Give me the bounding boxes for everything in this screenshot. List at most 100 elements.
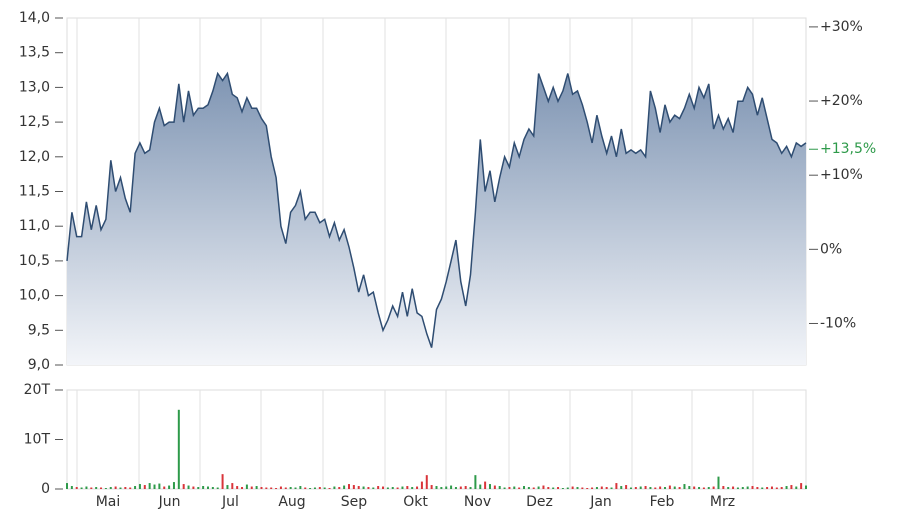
y-tick-label: 13,5	[19, 45, 50, 61]
volume-bar	[245, 484, 248, 489]
volume-bar	[80, 487, 83, 489]
volume-bar	[479, 484, 482, 489]
volume-bar	[683, 484, 686, 489]
y-tick-label: 13,0	[19, 79, 50, 95]
volume-bar	[610, 487, 613, 489]
volume-bar	[158, 483, 161, 489]
volume-bar	[250, 486, 253, 489]
volume-bar	[265, 487, 268, 489]
volume-bar	[347, 484, 350, 489]
volume-bar	[600, 486, 603, 489]
volume-bar	[795, 486, 798, 489]
volume-bar	[639, 486, 642, 489]
volume-bar	[182, 484, 185, 489]
volume-bar	[255, 486, 258, 489]
volume-bar	[323, 487, 326, 489]
volume-bar	[566, 487, 569, 489]
volume-bar	[717, 476, 720, 489]
volume-bar	[85, 486, 88, 489]
volume-bar	[396, 487, 399, 489]
volume-bar	[386, 487, 389, 489]
y2-tick-label: +10%	[820, 167, 863, 183]
x-tick-label: Sep	[341, 494, 368, 510]
volume-bar	[678, 487, 681, 489]
volume-bar	[736, 487, 739, 489]
y-tick-label: 12,5	[19, 114, 50, 130]
volume-bar	[90, 487, 93, 489]
volume-bar	[425, 475, 428, 489]
volume-bar	[780, 487, 783, 489]
volume-bar	[625, 485, 628, 489]
price-area	[67, 73, 806, 365]
volume-bar	[221, 474, 224, 489]
volume-bar	[279, 486, 282, 489]
x-tick-label: Dez	[526, 494, 553, 510]
volume-bar	[673, 486, 676, 489]
volume-plot-area	[66, 389, 807, 490]
volume-bar	[372, 487, 375, 489]
volume-bar	[420, 481, 423, 489]
price-line	[66, 71, 807, 348]
volume-bar	[732, 486, 735, 489]
volume-bar	[668, 485, 671, 489]
volume-bar	[615, 483, 618, 489]
volume-bar	[134, 486, 137, 489]
volume-bar	[644, 486, 647, 489]
volume-bar	[469, 487, 472, 489]
volume-bar	[766, 487, 769, 489]
volume-bar	[523, 486, 526, 489]
volume-bar	[634, 487, 637, 489]
volume-bar	[761, 487, 764, 489]
volume-bar	[304, 487, 307, 489]
volume-bar	[241, 487, 244, 489]
volume-bar	[75, 487, 78, 489]
volume-bar	[498, 486, 501, 489]
y-tick-label: 10,0	[19, 288, 50, 304]
x-tick-label: Feb	[650, 494, 675, 510]
volume-bar	[542, 485, 545, 489]
volume-bar	[785, 486, 788, 489]
volume-bar	[109, 487, 112, 489]
volume-bar	[66, 483, 68, 489]
volume-bar	[187, 485, 190, 489]
volume-bar	[202, 486, 205, 489]
volume-tick-label: 0	[41, 481, 50, 497]
volume-bar	[557, 487, 560, 489]
volume-bar	[289, 487, 292, 489]
x-tick-label: Aug	[278, 494, 305, 510]
volume-bar	[722, 486, 725, 489]
volume-bar	[313, 487, 316, 489]
volume-bar	[270, 487, 273, 489]
volume-bar	[119, 487, 122, 489]
volume-bar	[391, 487, 394, 489]
volume-bar	[702, 487, 705, 489]
volume-bar	[770, 486, 773, 489]
volume-bar	[211, 487, 214, 489]
volume-bar	[401, 486, 404, 489]
volume-bar	[561, 488, 564, 489]
volume-bar	[430, 485, 433, 489]
x-tick-label: Jun	[158, 494, 181, 510]
volume-bar	[464, 486, 467, 489]
volume-bar	[547, 487, 550, 489]
volume-bar	[138, 484, 141, 489]
volume-bar	[654, 487, 657, 489]
volume-bar	[620, 486, 623, 489]
volume-bar	[70, 486, 73, 489]
volume-bar	[712, 486, 715, 489]
volume-bar	[576, 487, 579, 489]
volume-bar	[129, 487, 132, 489]
volume-bar	[343, 485, 346, 489]
volume-bar	[746, 486, 749, 489]
volume-bar	[527, 487, 530, 489]
volume-bar	[318, 487, 321, 489]
y-tick-label: 9,0	[28, 357, 50, 373]
volume-bar	[450, 485, 453, 489]
current-change-label: +13,5%	[820, 141, 876, 157]
volume-bar	[727, 487, 730, 489]
volume-bar	[338, 487, 341, 489]
volume-bar	[352, 485, 355, 489]
volume-bar	[698, 487, 701, 489]
volume-bar	[800, 483, 803, 489]
volume-tick-label: 10T	[24, 432, 51, 448]
